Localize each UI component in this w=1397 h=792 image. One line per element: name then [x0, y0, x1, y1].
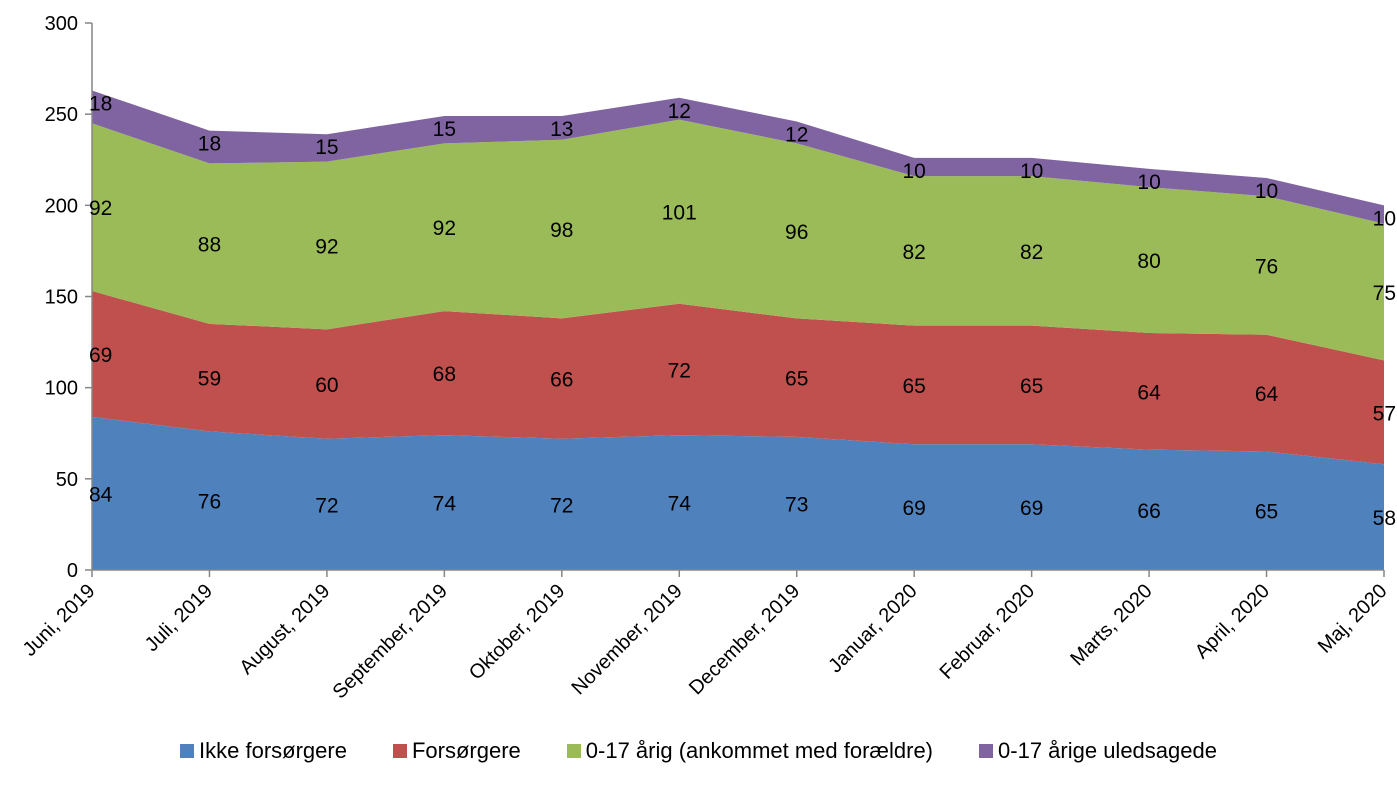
data-label: 101	[662, 202, 697, 225]
y-tick-label: 100	[45, 378, 78, 400]
data-label: 66	[550, 369, 573, 392]
data-label: 69	[89, 344, 112, 367]
data-label: 82	[903, 241, 926, 264]
data-label: 66	[1137, 500, 1160, 523]
y-tick-label: 0	[67, 560, 78, 582]
data-label: 65	[1020, 375, 1043, 398]
data-label: 76	[1255, 256, 1278, 279]
data-label: 72	[550, 494, 573, 517]
data-label: 65	[785, 368, 808, 391]
x-tick-label: Oktober, 2019	[465, 580, 569, 684]
area-2	[92, 291, 1384, 465]
legend-item: 0-17 årige uledsagede	[979, 738, 1217, 764]
data-label: 10	[1020, 160, 1043, 183]
y-tick-label: 50	[56, 469, 78, 491]
legend-swatch	[566, 744, 581, 758]
data-label: 74	[433, 493, 457, 516]
data-label: 73	[785, 493, 808, 516]
x-tick-label: Februar, 2020	[936, 580, 1040, 684]
x-tick-label: Maj, 2020	[1314, 580, 1392, 658]
legend: Ikke forsørgere Forsørgere 0-17 årig (anko…	[0, 738, 1397, 764]
data-label: 64	[1255, 383, 1279, 406]
area-layers	[92, 90, 1384, 570]
data-label: 15	[433, 118, 456, 141]
data-label: 72	[315, 494, 338, 517]
area-4	[92, 90, 1384, 224]
data-label: 65	[903, 375, 926, 398]
legend-label: Forsørgere	[411, 738, 521, 763]
data-label: 68	[433, 363, 456, 386]
data-label: 96	[785, 221, 808, 244]
x-tick-label: November, 2019	[567, 580, 686, 699]
data-label: 72	[668, 359, 691, 382]
data-label: 57	[1373, 402, 1396, 425]
data-label: 59	[198, 368, 221, 391]
x-tick-label: September, 2019	[329, 580, 452, 703]
data-label: 69	[1020, 497, 1043, 520]
data-label: 12	[785, 123, 808, 146]
data-label: 92	[89, 197, 112, 220]
legend-label: 0-17 årig (ankommet med forældre)	[585, 738, 934, 763]
data-label: 80	[1137, 250, 1160, 273]
data-label: 88	[198, 234, 221, 257]
area-1	[92, 416, 1384, 570]
data-label: 60	[315, 374, 338, 397]
data-label: 12	[668, 100, 691, 123]
legend-item: Ikke forsørgere	[180, 738, 347, 764]
data-label: 10	[903, 160, 926, 183]
y-tick-label: 250	[45, 104, 78, 126]
data-label: 58	[1373, 507, 1396, 530]
data-label: 10	[1255, 180, 1278, 203]
data-label: 84	[89, 483, 113, 506]
data-label: 92	[315, 235, 338, 258]
data-label: 10	[1373, 207, 1396, 230]
data-label: 76	[198, 491, 221, 514]
legend-label: 0-17 årige uledsagede	[998, 738, 1217, 763]
data-labels: 84 76 72 74 72 74 73 69 69 66 65 58 69 59 60 68 66 72 65 65…	[89, 92, 1396, 530]
data-label: 74	[668, 493, 692, 516]
data-label: 75	[1373, 282, 1396, 305]
data-label: 64	[1137, 381, 1161, 404]
x-tick-label: Januar, 2020	[824, 580, 921, 677]
data-label: 98	[550, 219, 573, 242]
legend-swatch	[979, 744, 994, 758]
data-label: 13	[550, 118, 573, 141]
data-label: 18	[198, 133, 221, 156]
area-3	[92, 119, 1384, 361]
legend-item: 0-17 årig (ankommet med forældre)	[566, 738, 934, 764]
x-tick-label: August, 2019	[236, 580, 335, 679]
y-tick-label: 300	[45, 13, 78, 35]
x-tick-label: Juli, 2019	[141, 580, 217, 656]
data-label: 15	[315, 136, 338, 159]
legend-swatch	[392, 744, 407, 758]
legend-item: Forsørgere	[392, 738, 521, 764]
data-label: 82	[1020, 241, 1043, 264]
y-tick-label: 150	[45, 287, 78, 309]
data-label: 65	[1255, 501, 1278, 524]
data-label: 10	[1137, 171, 1160, 194]
x-tick-label: Juni, 2019	[19, 580, 100, 661]
data-label: 69	[903, 497, 926, 520]
x-tick-label: April, 2020	[1191, 580, 1274, 663]
x-tick-label: December, 2019	[685, 580, 804, 699]
data-label: 92	[433, 217, 456, 240]
legend-swatch	[180, 744, 195, 758]
data-label: 18	[89, 92, 112, 115]
x-tick-label: Marts, 2020	[1066, 580, 1156, 670]
y-tick-label: 200	[45, 195, 78, 217]
legend-label: Ikke forsørgere	[199, 738, 347, 763]
